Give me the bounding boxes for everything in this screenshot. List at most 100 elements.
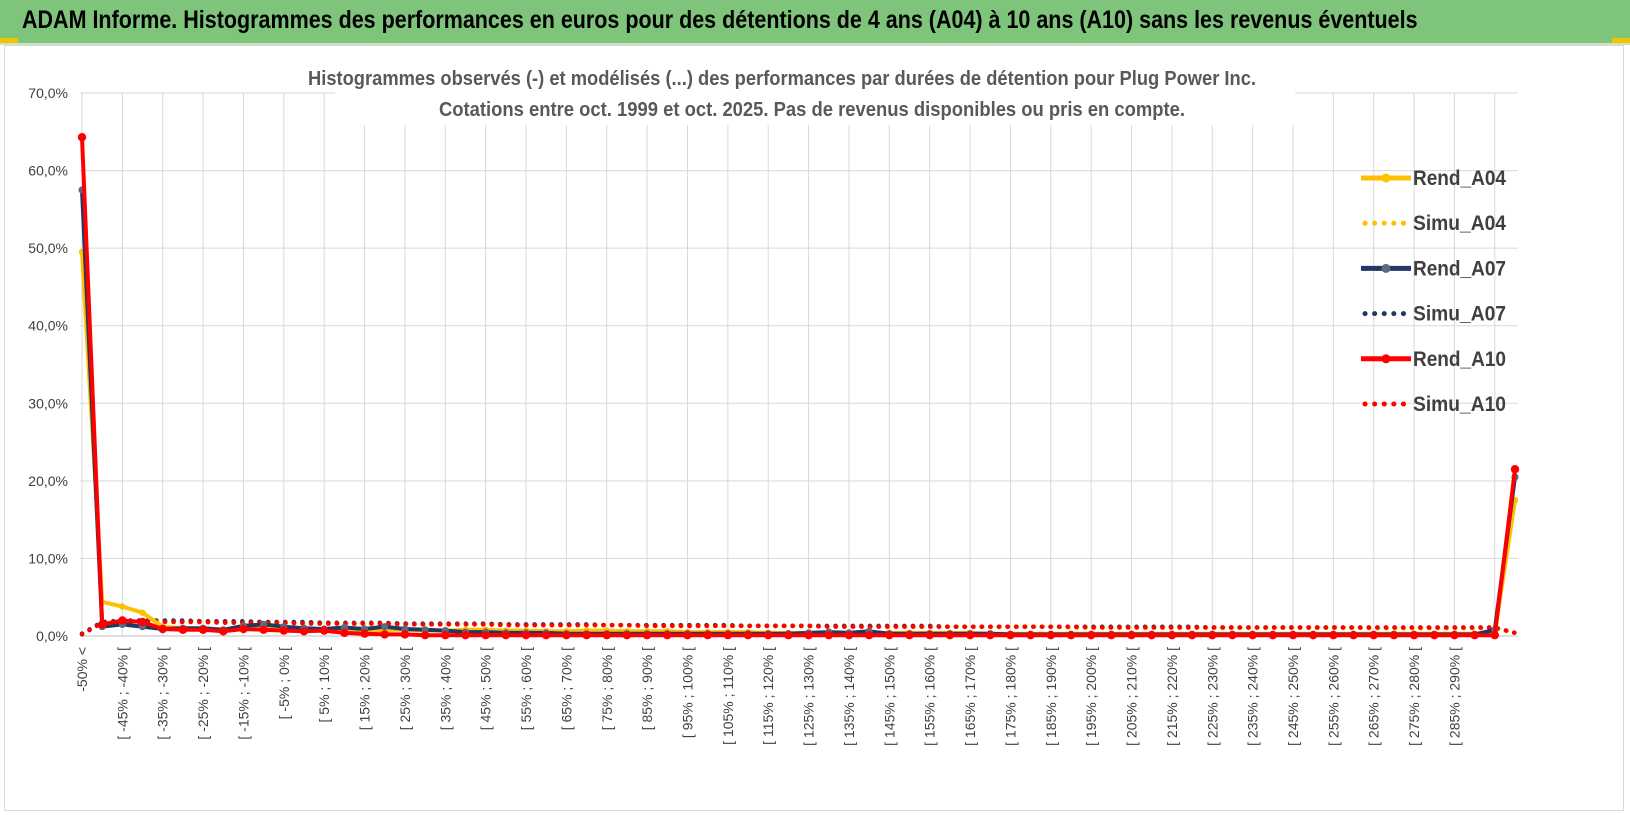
data-point	[1309, 631, 1318, 640]
y-tick-label: 60,0%	[28, 163, 68, 179]
data-point	[1228, 631, 1237, 640]
data-point	[1430, 631, 1439, 640]
data-point	[925, 631, 934, 640]
y-tick-label: 20,0%	[28, 473, 68, 489]
data-point	[844, 631, 854, 640]
title-backdrop	[335, 65, 1295, 125]
series-rend-a07	[78, 186, 1519, 639]
data-point	[1389, 631, 1399, 640]
data-point	[400, 630, 410, 639]
legend-marker	[1381, 263, 1391, 273]
data-point	[804, 631, 813, 640]
data-point	[965, 631, 975, 640]
data-point	[824, 631, 833, 640]
data-point	[1490, 631, 1500, 640]
data-point	[1087, 631, 1096, 640]
corner-accent-right	[1612, 38, 1630, 43]
legend-item-rend-a04: Rend_A04	[1361, 167, 1506, 190]
data-point	[784, 631, 793, 640]
data-point	[1208, 631, 1217, 640]
y-tick-label: 0,0%	[36, 628, 68, 644]
legend-marker	[1381, 173, 1391, 183]
data-point	[642, 631, 652, 640]
data-point	[441, 631, 450, 640]
x-tick-label: [ 5% ; 10% [	[316, 647, 332, 723]
data-point	[1026, 631, 1035, 640]
x-tick-label: [ 125% ; 130% [	[801, 647, 817, 746]
data-point	[1006, 631, 1015, 640]
data-point	[905, 631, 914, 640]
x-tick-label: [ 35% ; 40% [	[437, 647, 453, 730]
x-tick-label: [ -25% ; -20% [	[195, 647, 211, 740]
data-point	[259, 625, 268, 634]
x-tick-label: [ 145% ; 150% [	[881, 647, 897, 746]
chart-title-line-2: Cotations entre oct. 1999 et oct. 2025. …	[439, 99, 1185, 121]
data-point	[340, 628, 349, 638]
series-simu-a10	[79, 619, 1518, 637]
data-point	[1268, 631, 1278, 640]
x-tick-label: [ 215% ; 220% [	[1164, 647, 1180, 746]
x-tick-label: [ 285% ; 290% [	[1446, 647, 1462, 746]
data-point	[622, 631, 632, 640]
y-tick-label: 50,0%	[28, 240, 68, 256]
data-point	[1066, 631, 1076, 640]
x-tick-label: [ 65% ; 70% [	[558, 647, 574, 730]
x-tick-label: [ 115% ; 120% [	[760, 647, 776, 745]
data-point	[1510, 465, 1520, 474]
series-line-rend-a07	[80, 189, 1517, 637]
x-tick-label: [ 85% ; 90% [	[639, 647, 655, 730]
legend-label: Simu_A04	[1413, 212, 1506, 235]
data-point	[198, 625, 208, 634]
data-point	[703, 631, 712, 640]
series-layer	[77, 133, 1520, 640]
x-tick-label: [ 135% ; 140% [	[841, 647, 857, 746]
data-point	[420, 631, 430, 640]
data-point	[1167, 631, 1177, 640]
legend-item-simu-a10: Simu_A10	[1362, 393, 1506, 416]
x-tick-label: [ 55% ; 60% [	[518, 647, 534, 730]
x-tick-label: [ 245% ; 250% [	[1285, 647, 1301, 746]
x-tick-label: [ 225% ; 230% [	[1204, 647, 1220, 746]
data-point	[1369, 631, 1378, 640]
data-point	[139, 609, 146, 616]
legend-label: Rend_A04	[1413, 167, 1506, 190]
legend-item-rend-a07: Rend_A07	[1361, 257, 1506, 280]
legend-item-rend-a10: Rend_A10	[1361, 348, 1506, 371]
y-tick-label: 30,0%	[28, 395, 68, 411]
legend-item-simu-a04: Simu_A04	[1362, 212, 1506, 235]
x-tick-label: [ 45% ; 50% [	[478, 647, 494, 730]
data-point	[219, 627, 228, 636]
data-point	[1450, 631, 1459, 640]
data-point	[1107, 631, 1116, 640]
data-point	[138, 617, 147, 627]
data-point	[1187, 631, 1197, 640]
data-point	[380, 630, 389, 639]
y-axis-ticks: 0,0% 10,0% 20,0% 30,0% 40,0% 50,0% 60,0% 70,0%	[28, 85, 68, 644]
banner-title: ADAM Informe. Histogrammes des performan…	[22, 6, 1418, 34]
legend-item-simu-a07: Simu_A07	[1362, 303, 1506, 326]
legend-label: Simu_A10	[1413, 393, 1506, 416]
x-tick-label: [ 155% ; 160% [	[922, 647, 938, 746]
x-tick-label: [ -15% ; -10% [	[235, 647, 251, 740]
x-tick-label: [ 195% ; 200% [	[1083, 647, 1099, 746]
x-tick-label: [ 175% ; 180% [	[1002, 647, 1018, 746]
x-tick-label: [ -35% ; -30% [	[155, 647, 171, 740]
data-point	[279, 626, 288, 635]
y-tick-label: 40,0%	[28, 318, 68, 334]
data-point	[764, 631, 773, 640]
data-point	[381, 623, 389, 631]
y-tick-label: 10,0%	[28, 550, 68, 566]
x-tick-label: [ 255% ; 260% [	[1325, 647, 1341, 746]
data-point	[360, 629, 369, 638]
data-point	[1147, 631, 1156, 640]
data-point	[1127, 631, 1136, 640]
x-tick-label: [ 165% ; 170% [	[962, 647, 978, 746]
data-point	[945, 631, 955, 640]
series-line-rend-a10	[80, 137, 1517, 638]
x-tick-label: [ 265% ; 270% [	[1366, 647, 1382, 746]
legend-label: Simu_A07	[1413, 303, 1506, 326]
x-tick-label: [ -45% ; -40% [	[114, 647, 130, 740]
series-line-rend-a04	[80, 251, 1517, 636]
x-tick-label: [ -5% ; 0% [	[276, 647, 292, 719]
x-tick-label: [ 15% ; 20% [	[357, 647, 373, 730]
